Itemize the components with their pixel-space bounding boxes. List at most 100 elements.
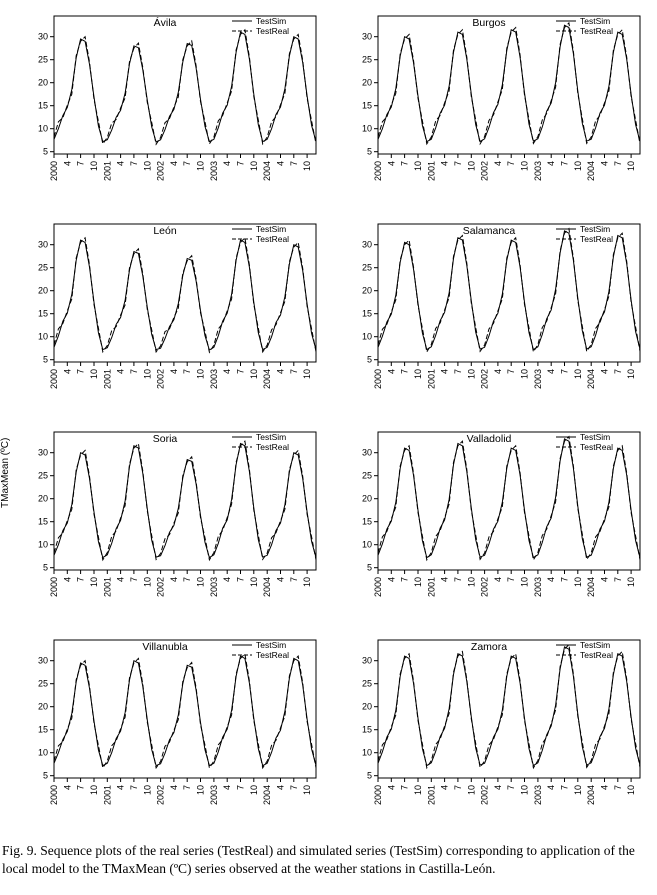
x-tick-label: 7 [612, 161, 622, 166]
y-tick-label: 10 [361, 540, 371, 550]
y-tick-label: 10 [38, 124, 48, 134]
x-tick-label: 2001 [426, 161, 436, 181]
panel-title: Zamora [470, 641, 506, 653]
x-tick-label: 4 [386, 577, 396, 582]
x-tick-label: 7 [129, 577, 139, 582]
x-tick-label: 10 [519, 785, 529, 795]
plot-border [53, 15, 317, 155]
y-tick-label: 15 [361, 309, 371, 319]
x-tick-label: 4 [169, 785, 179, 790]
panel-title: Burgos [472, 17, 505, 29]
y-tick-label: 20 [38, 286, 48, 296]
testreal-line [377, 227, 640, 354]
legend-testreal-label: TestReal [256, 650, 289, 660]
legend-testreal-label: TestReal [580, 650, 613, 660]
x-tick-label: 10 [142, 785, 152, 795]
x-tick-label: 7 [129, 785, 139, 790]
figure: TMaxMean (ºC) 5 10 15 20 25 30 2000 4 7 10 2001 4 7 1… [0, 15, 640, 805]
x-tick-label: 2003 [532, 369, 542, 389]
plot-border [377, 15, 640, 155]
x-tick-label: 4 [116, 785, 126, 790]
y-tick-label: 5 [366, 563, 371, 573]
y-tick-label: 25 [361, 471, 371, 481]
y-tick-label: 20 [361, 286, 371, 296]
x-tick-label: 4 [492, 577, 502, 582]
x-tick-label: 4 [169, 369, 179, 374]
y-tick-label: 25 [361, 55, 371, 65]
x-tick-label: 2002 [156, 161, 166, 181]
x-tick-label: 7 [289, 577, 299, 582]
x-tick-label: 2002 [479, 577, 489, 597]
x-tick-label: 2000 [49, 577, 59, 597]
x-tick-label: 2000 [49, 369, 59, 389]
x-tick-label: 10 [519, 161, 529, 171]
x-tick-label: 7 [452, 161, 462, 166]
y-tick-label: 20 [38, 78, 48, 88]
x-tick-label: 10 [466, 369, 476, 379]
x-tick-label: 2003 [209, 369, 219, 389]
x-tick-label: 4 [492, 369, 502, 374]
plot-border [377, 223, 640, 363]
x-tick-label: 4 [222, 161, 232, 166]
x-tick-label: 4 [546, 785, 556, 790]
x-tick-label: 7 [236, 161, 246, 166]
x-tick-label: 10 [89, 785, 99, 795]
y-tick-label: 30 [38, 32, 48, 42]
legend-testsim-label: TestSim [580, 224, 610, 234]
y-tick-label: 25 [38, 263, 48, 273]
x-tick-label: 4 [546, 161, 556, 166]
x-tick-label: 2004 [586, 785, 596, 805]
y-tick-label: 20 [361, 78, 371, 88]
y-tick-label: 20 [38, 494, 48, 504]
x-tick-label: 10 [302, 369, 312, 379]
y-tick-label: 10 [38, 332, 48, 342]
testreal-line [377, 435, 640, 562]
x-tick-label: 4 [62, 161, 72, 166]
x-tick-label: 4 [439, 577, 449, 582]
legend-testreal-label: TestReal [580, 234, 613, 244]
legend-testsim-label: TestSim [256, 16, 286, 26]
y-tick-label: 30 [38, 448, 48, 458]
x-tick-label: 2004 [262, 369, 272, 389]
plot-border [53, 223, 317, 363]
x-tick-label: 7 [452, 577, 462, 582]
testreal-line [53, 440, 317, 562]
x-tick-label: 10 [626, 369, 636, 379]
x-tick-label: 10 [302, 577, 312, 587]
x-tick-label: 10 [142, 369, 152, 379]
y-tick-label: 5 [43, 147, 48, 157]
y-tick-label: 30 [361, 240, 371, 250]
x-tick-label: 10 [249, 785, 259, 795]
x-tick-label: 7 [452, 785, 462, 790]
plot-border [53, 431, 317, 571]
x-tick-label: 10 [413, 369, 423, 379]
x-tick-label: 2003 [532, 785, 542, 805]
legend-testsim-label: TestSim [580, 432, 610, 442]
y-tick-label: 10 [38, 540, 48, 550]
x-tick-label: 7 [76, 369, 86, 374]
x-tick-label: 7 [129, 161, 139, 166]
y-tick-label: 15 [38, 725, 48, 735]
x-tick-label: 4 [276, 161, 286, 166]
x-tick-label: 2001 [102, 577, 112, 597]
x-tick-label: 10 [142, 161, 152, 171]
y-tick-label: 5 [366, 771, 371, 781]
x-tick-label: 2001 [102, 161, 112, 181]
x-tick-label: 4 [62, 785, 72, 790]
legend-testsim-label: TestSim [580, 640, 610, 650]
y-tick-label: 5 [43, 355, 48, 365]
x-tick-label: 7 [506, 785, 516, 790]
x-tick-label: 2000 [373, 577, 383, 597]
x-tick-label: 4 [599, 577, 609, 582]
x-tick-label: 7 [182, 161, 192, 166]
legend-testreal-label: TestReal [580, 26, 613, 36]
x-tick-label: 4 [492, 161, 502, 166]
x-tick-label: 7 [399, 785, 409, 790]
x-tick-label: 2001 [102, 785, 112, 805]
x-tick-label: 4 [439, 369, 449, 374]
plot-border [377, 639, 640, 779]
y-axis-label: TMaxMean (ºC) [0, 437, 11, 508]
